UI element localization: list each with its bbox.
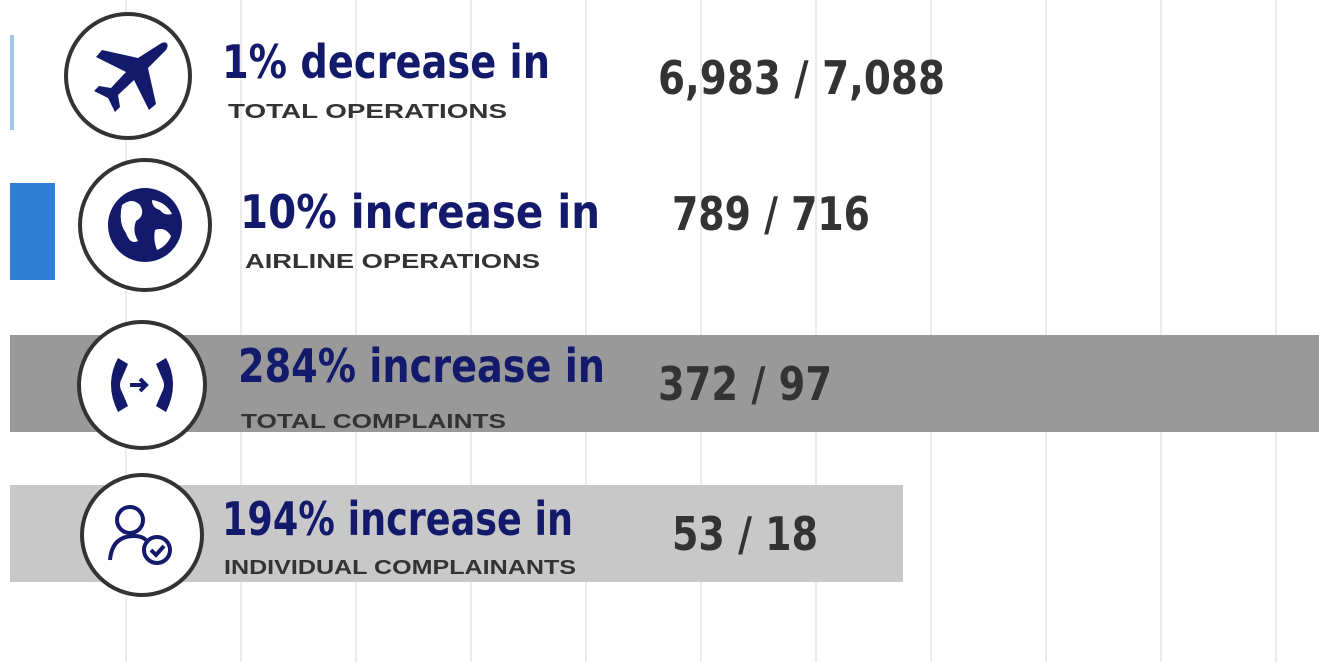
phone-icon — [111, 358, 173, 412]
headline: 1% decrease in — [222, 35, 550, 89]
row: 1% decrease in TOTAL OPERATIONS 6,983 / … — [64, 12, 945, 140]
globe-icon — [108, 188, 182, 262]
figures: 789 / 716 — [672, 187, 870, 241]
figures: 6,983 / 7,088 — [658, 51, 945, 105]
figures: 372 / 97 — [658, 357, 832, 411]
metric-label: TOTAL COMPLAINTS — [241, 411, 506, 433]
figures: 53 / 18 — [672, 507, 818, 561]
bar — [10, 35, 14, 130]
row: 284% increase in TOTAL COMPLAINTS 372 / … — [77, 320, 832, 450]
arrow — [130, 377, 149, 393]
headline: 194% increase in — [222, 492, 573, 546]
row: 10% increase in AIRLINE OPERATIONS 789 /… — [78, 158, 870, 292]
plane-icon — [94, 42, 168, 112]
metric-label: TOTAL OPERATIONS — [228, 101, 507, 123]
icon-ring — [80, 473, 204, 597]
metric-label: AIRLINE OPERATIONS — [245, 251, 540, 273]
headline: 284% increase in — [238, 339, 605, 393]
metric-label: INDIVIDUAL COMPLAINANTS — [224, 557, 576, 579]
headline: 10% increase in — [240, 185, 600, 239]
background-grid — [125, 0, 1277, 662]
globe-land — [120, 200, 172, 250]
bar — [10, 335, 1319, 432]
row: 194% increase in INDIVIDUAL COMPLAINANTS… — [80, 473, 818, 597]
person-icon — [108, 505, 172, 565]
bar — [10, 183, 55, 280]
